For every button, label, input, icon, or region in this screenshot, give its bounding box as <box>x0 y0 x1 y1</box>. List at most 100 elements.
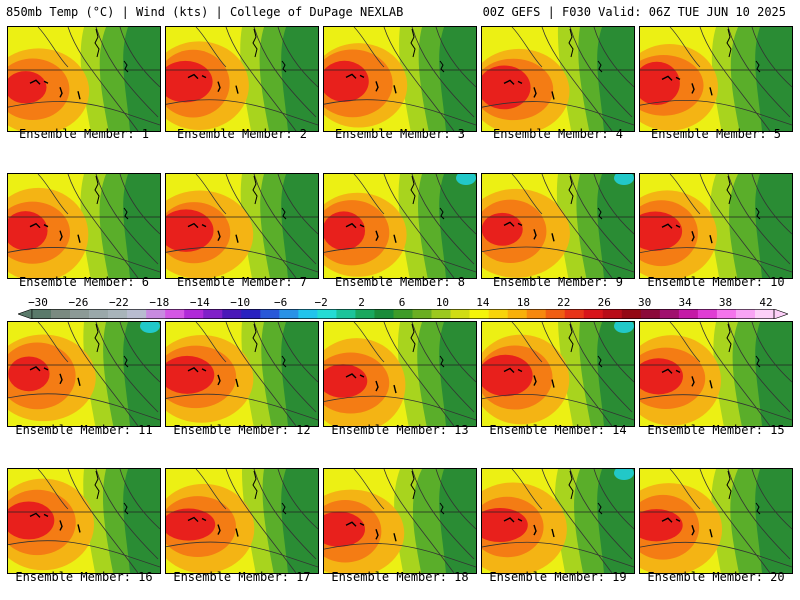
colorbar-tick-label: 2 <box>358 296 365 309</box>
ensemble-member-label: Ensemble Member: 7 <box>176 275 308 289</box>
colorbar-swatch <box>431 309 451 319</box>
colorbar-tick-label: 42 <box>759 296 773 309</box>
chart-title: 850mb Temp (°C) | Wind (kts) | College o… <box>6 5 404 19</box>
colorbar-swatch <box>70 309 90 319</box>
ensemble-member-label: Ensemble Member: 1 <box>18 127 150 141</box>
colorbar-swatch <box>602 309 623 319</box>
ensemble-map-panel <box>323 321 477 427</box>
colorbar-tick-label: 14 <box>476 296 490 309</box>
colorbar-swatch <box>336 309 356 319</box>
ensemble-member-label: Ensemble Member: 5 <box>650 127 782 141</box>
ensemble-map-panel <box>7 321 161 427</box>
ensemble-member-label: Ensemble Member: 15 <box>647 423 785 437</box>
colorbar-swatch <box>583 309 604 319</box>
colorbar-tick-label: −2 <box>314 296 328 309</box>
colorbar-tick-label: −18 <box>149 296 170 309</box>
ensemble-map-panel <box>323 26 477 132</box>
ensemble-map-panel <box>7 468 161 574</box>
ensemble-map-panel <box>639 173 793 279</box>
colorbar-min-arrow <box>18 309 33 319</box>
colorbar-swatch <box>412 309 432 319</box>
colorbar-swatch <box>754 309 775 319</box>
colorbar-swatch <box>355 309 375 319</box>
ensemble-member-label: Ensemble Member: 20 <box>647 570 785 584</box>
colorbar-tick-label: 18 <box>516 296 530 309</box>
ensemble-member-label: Ensemble Member: 13 <box>331 423 469 437</box>
colorbar-swatch <box>298 309 318 319</box>
colorbar-swatch <box>222 309 242 319</box>
colorbar-swatch <box>165 309 185 319</box>
colorbar-tick-label: −22 <box>108 296 129 309</box>
colorbar-swatch <box>146 309 166 319</box>
colorbar-swatch <box>716 309 737 319</box>
colorbar-tick-label: 30 <box>638 296 652 309</box>
colorbar-swatch <box>203 309 223 319</box>
ensemble-map-panel <box>165 468 319 574</box>
ensemble-map-panel <box>165 321 319 427</box>
colorbar-swatch <box>51 309 71 319</box>
ensemble-map-panel <box>481 468 635 574</box>
colorbar-swatch <box>697 309 718 319</box>
ensemble-map-panel <box>323 173 477 279</box>
colorbar-tick-label: −26 <box>68 296 89 309</box>
ensemble-map-panel <box>639 321 793 427</box>
colorbar-max-arrow <box>773 309 788 319</box>
colorbar-swatch <box>450 309 470 319</box>
ensemble-member-label: Ensemble Member: 3 <box>334 127 466 141</box>
colorbar-swatch <box>89 309 109 319</box>
colorbar-swatch <box>659 309 680 319</box>
ensemble-map-panel <box>481 321 635 427</box>
ensemble-member-label: Ensemble Member: 11 <box>15 423 153 437</box>
ensemble-map-panel <box>639 468 793 574</box>
ensemble-map-panel <box>7 173 161 279</box>
colorbar-swatch <box>469 309 489 319</box>
ensemble-member-label: Ensemble Member: 16 <box>15 570 153 584</box>
run-valid-time: 00Z GEFS | F030 Valid: 06Z TUE JUN 10 20… <box>482 5 786 19</box>
colorbar-tick-label: 26 <box>597 296 611 309</box>
colorbar-swatch <box>507 309 527 319</box>
colorbar-swatch <box>526 309 546 319</box>
colorbar-swatch <box>735 309 756 319</box>
colorbar-tick-label: −14 <box>189 296 210 309</box>
ensemble-map-panel <box>165 173 319 279</box>
temperature-colorbar <box>18 309 788 319</box>
ensemble-member-label: Ensemble Member: 14 <box>489 423 627 437</box>
colorbar-tick-label: 6 <box>398 296 406 309</box>
colorbar-tick-label: 34 <box>678 296 692 309</box>
colorbar-swatch <box>32 309 52 319</box>
colorbar-swatch <box>374 309 394 319</box>
ensemble-map-panel <box>7 26 161 132</box>
colorbar-tick-label: −30 <box>28 296 48 309</box>
colorbar-swatch <box>184 309 204 319</box>
ensemble-map-panel <box>481 173 635 279</box>
colorbar-tick-label: 22 <box>557 296 571 309</box>
colorbar-swatch <box>317 309 337 319</box>
colorbar-swatch <box>640 309 661 319</box>
ensemble-member-label: Ensemble Member: 9 <box>492 275 624 289</box>
colorbar-tick-label: 38 <box>718 296 733 309</box>
ensemble-map-panel <box>481 26 635 132</box>
ensemble-member-label: Ensemble Member: 10 <box>647 275 785 289</box>
colorbar-tick-label: 10 <box>435 296 450 309</box>
colorbar-swatch <box>260 309 280 319</box>
colorbar-swatch <box>678 309 699 319</box>
colorbar-swatch <box>393 309 413 319</box>
ensemble-map-panel <box>165 26 319 132</box>
ensemble-member-label: Ensemble Member: 4 <box>492 127 624 141</box>
ensemble-member-label: Ensemble Member: 12 <box>173 423 311 437</box>
ensemble-map-panel <box>639 26 793 132</box>
ensemble-member-label: Ensemble Member: 6 <box>18 275 150 289</box>
colorbar-swatch <box>621 309 642 319</box>
colorbar-swatch <box>241 309 261 319</box>
colorbar-tick-label: −6 <box>274 296 288 309</box>
ensemble-member-label: Ensemble Member: 18 <box>331 570 469 584</box>
colorbar-swatch <box>279 309 299 319</box>
colorbar-tick-label: −10 <box>230 296 251 309</box>
colorbar-swatch <box>545 309 566 319</box>
colorbar-swatch <box>108 309 128 319</box>
ensemble-member-label: Ensemble Member: 2 <box>176 127 308 141</box>
colorbar-swatch <box>488 309 508 319</box>
ensemble-member-label: Ensemble Member: 8 <box>334 275 466 289</box>
colorbar-swatch <box>564 309 585 319</box>
ensemble-member-label: Ensemble Member: 19 <box>489 570 627 584</box>
